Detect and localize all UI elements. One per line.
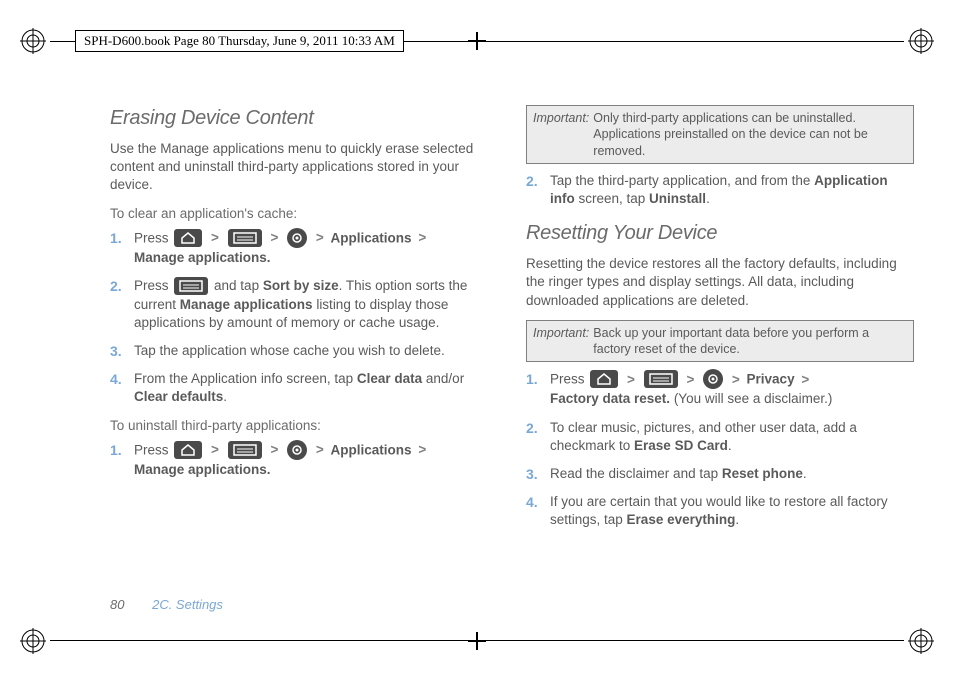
step-text: and/or bbox=[422, 371, 464, 386]
step-item: Press and tap Sort by size. This option … bbox=[132, 277, 498, 332]
intro-text: Resetting the device restores all the fa… bbox=[526, 255, 914, 310]
chevron-icon: > bbox=[801, 371, 809, 389]
step-text: (You will see a disclaimer.) bbox=[670, 391, 832, 406]
bold-text: Clear defaults bbox=[134, 389, 223, 404]
page-footer: 80 2C. Settings bbox=[110, 597, 223, 612]
step-item: If you are certain that you would like t… bbox=[548, 493, 914, 529]
step-text: From the Application info screen, tap bbox=[134, 371, 357, 386]
menu-key-icon bbox=[228, 229, 262, 247]
step-text: . bbox=[728, 438, 732, 453]
steps-uninstall: Press > > > Applications > Manage applic… bbox=[110, 441, 498, 479]
bold-text: Applications bbox=[331, 442, 412, 457]
bold-text: Erase SD Card bbox=[634, 438, 728, 453]
chevron-icon: > bbox=[627, 371, 635, 389]
chevron-icon: > bbox=[686, 371, 694, 389]
important-label: Important: bbox=[533, 325, 589, 358]
chevron-icon: > bbox=[418, 441, 426, 459]
chevron-icon: > bbox=[316, 229, 324, 247]
subhead-uninstall: To uninstall third-party applications: bbox=[110, 417, 498, 435]
important-label: Important: bbox=[533, 110, 589, 159]
page-number: 80 bbox=[110, 597, 124, 612]
page-content: Erasing Device Content Use the Manage ap… bbox=[110, 105, 914, 622]
bold-text: Factory data reset. bbox=[550, 391, 670, 406]
crop-mark-icon bbox=[20, 628, 46, 654]
right-column: Important: Only third-party applications… bbox=[526, 105, 914, 622]
step-item: Read the disclaimer and tap Reset phone. bbox=[548, 465, 914, 483]
important-text: Only third-party applications can be uni… bbox=[593, 110, 907, 159]
step-item: From the Application info screen, tap Cl… bbox=[132, 370, 498, 406]
subhead-clear-cache: To clear an application's cache: bbox=[110, 205, 498, 223]
bold-text: Manage applications. bbox=[134, 462, 271, 477]
home-key-icon bbox=[590, 370, 618, 388]
step-item: Tap the third-party application, and fro… bbox=[548, 172, 914, 208]
home-key-icon bbox=[174, 229, 202, 247]
step-text: . bbox=[706, 191, 710, 206]
settings-gear-icon bbox=[287, 228, 307, 248]
step-item: Press > > > Applications > Manage applic… bbox=[132, 229, 498, 267]
steps-uninstall-cont: Tap the third-party application, and fro… bbox=[526, 172, 914, 208]
step-item: Tap the application whose cache you wish… bbox=[132, 342, 498, 360]
crop-mark-icon bbox=[20, 28, 46, 54]
important-box: Important: Only third-party applications… bbox=[526, 105, 914, 164]
menu-key-icon bbox=[228, 441, 262, 459]
bold-text: Uninstall bbox=[649, 191, 706, 206]
step-item: To clear music, pictures, and other user… bbox=[548, 419, 914, 455]
step-text: Press bbox=[134, 278, 172, 293]
chevron-icon: > bbox=[732, 371, 740, 389]
step-text: . bbox=[223, 389, 227, 404]
bold-text: Privacy bbox=[747, 372, 795, 387]
bold-text: Sort by size bbox=[263, 278, 339, 293]
step-text: Press bbox=[550, 372, 588, 387]
bold-text: Reset phone bbox=[722, 466, 803, 481]
chevron-icon: > bbox=[211, 229, 219, 247]
important-box: Important: Back up your important data b… bbox=[526, 320, 914, 363]
chevron-icon: > bbox=[270, 441, 278, 459]
steps-reset: Press > > > Privacy > Factory data reset… bbox=[526, 370, 914, 529]
bold-text: Manage applications. bbox=[134, 250, 271, 265]
step-text: screen, tap bbox=[575, 191, 649, 206]
chevron-icon: > bbox=[316, 441, 324, 459]
step-text: Press bbox=[134, 442, 172, 457]
step-text: . bbox=[735, 512, 739, 527]
menu-key-icon bbox=[644, 370, 678, 388]
crop-tick-icon bbox=[476, 632, 478, 650]
section-label: 2C. Settings bbox=[152, 597, 223, 612]
settings-gear-icon bbox=[287, 440, 307, 460]
bold-text: Manage applications bbox=[180, 297, 313, 312]
step-text: . bbox=[803, 466, 807, 481]
step-text: and tap bbox=[214, 278, 263, 293]
chevron-icon: > bbox=[270, 229, 278, 247]
document-header: SPH-D600.book Page 80 Thursday, June 9, … bbox=[75, 30, 404, 52]
bold-text: Erase everything bbox=[627, 512, 736, 527]
step-text: Tap the third-party application, and fro… bbox=[550, 173, 814, 188]
step-text: Press bbox=[134, 230, 172, 245]
step-item: Press > > > Applications > Manage applic… bbox=[132, 441, 498, 479]
left-column: Erasing Device Content Use the Manage ap… bbox=[110, 105, 498, 622]
settings-gear-icon bbox=[703, 369, 723, 389]
important-text: Back up your important data before you p… bbox=[593, 325, 907, 358]
chevron-icon: > bbox=[211, 441, 219, 459]
crop-tick-icon bbox=[476, 32, 478, 50]
crop-mark-icon bbox=[908, 28, 934, 54]
crop-mark-icon bbox=[908, 628, 934, 654]
steps-clear-cache: Press > > > Applications > Manage applic… bbox=[110, 229, 498, 407]
menu-key-icon bbox=[174, 277, 208, 295]
step-text: Read the disclaimer and tap bbox=[550, 466, 722, 481]
section-heading-erasing: Erasing Device Content bbox=[110, 105, 498, 132]
step-text: Tap the application whose cache you wish… bbox=[134, 343, 445, 358]
step-item: Press > > > Privacy > Factory data reset… bbox=[548, 370, 914, 408]
bold-text: Clear data bbox=[357, 371, 422, 386]
intro-text: Use the Manage applications menu to quic… bbox=[110, 140, 498, 195]
section-heading-resetting: Resetting Your Device bbox=[526, 220, 914, 247]
home-key-icon bbox=[174, 441, 202, 459]
chevron-icon: > bbox=[418, 229, 426, 247]
bold-text: Applications bbox=[331, 230, 412, 245]
